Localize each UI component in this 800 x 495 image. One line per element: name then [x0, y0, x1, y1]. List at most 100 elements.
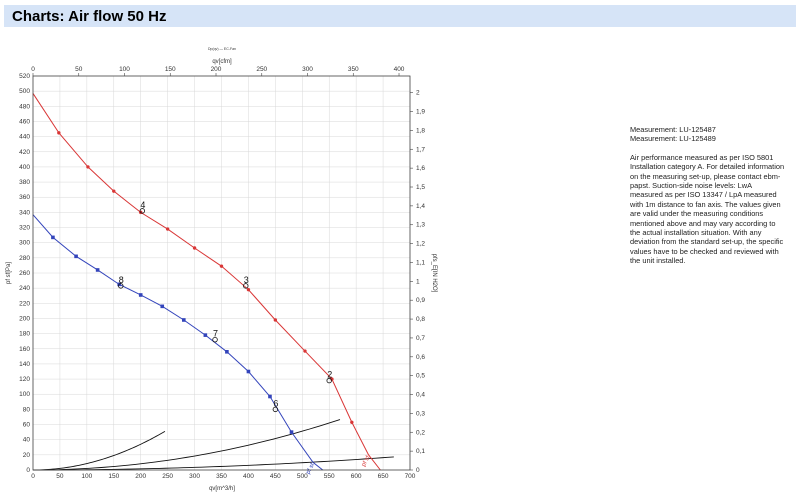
top-tick-label: 300	[302, 66, 313, 73]
x-tick-label: 650	[378, 473, 389, 480]
right-tick-label: 1,7	[416, 146, 425, 153]
chart-title: Dp(qv) — EC-Fan	[208, 47, 236, 51]
y-tick-label: 180	[19, 331, 30, 338]
x-tick-label: 200	[135, 473, 146, 480]
data-series: pf sf pf sf	[32, 93, 381, 475]
y-axis-right-label: pfs_E[IN H2O]	[431, 254, 437, 293]
top-tick-label: 150	[165, 66, 176, 73]
x-tick-label: 500	[297, 473, 308, 480]
y-tick-label: 320	[19, 225, 30, 232]
y-tick-label: 0	[26, 467, 30, 474]
y-tick-label: 40	[23, 437, 31, 444]
y-tick-label: 240	[19, 285, 30, 292]
data-point	[165, 227, 170, 231]
x-tick-label: 600	[351, 473, 362, 480]
data-point	[246, 369, 251, 374]
y-tick-label: 440	[19, 134, 30, 141]
measurement-line: Measurement: LU-125489	[630, 134, 716, 144]
right-tick-label: 1,3	[416, 222, 425, 229]
operating-point-label: 3	[244, 275, 249, 285]
data-point	[192, 246, 197, 250]
data-point	[225, 350, 229, 354]
right-tick-label: 2	[416, 90, 420, 97]
data-point	[51, 235, 55, 240]
y-tick-label: 360	[19, 194, 30, 201]
info-panel: Measurement: LU-125487 Measurement: LU-1…	[630, 125, 785, 266]
data-point	[138, 293, 143, 297]
right-tick-label: 0,9	[416, 297, 425, 304]
operating-point-marker	[326, 377, 332, 384]
y-tick-label: 60	[23, 422, 31, 429]
measurement-line: Measurement: LU-125487	[630, 125, 716, 134]
page-title: Charts: Air flow 50 Hz	[12, 8, 167, 25]
right-tick-label: 1	[416, 278, 420, 285]
right-tick-label: 0	[416, 467, 420, 474]
x-tick-label: 250	[162, 473, 173, 480]
right-tick-label: 0,7	[416, 335, 425, 342]
y-tick-label: 280	[19, 255, 30, 262]
data-point	[160, 304, 165, 309]
operating-points: 2 3 4 6 7 8	[118, 200, 332, 413]
top-tick-label: 100	[119, 66, 130, 73]
right-tick-label: 1,6	[416, 165, 425, 172]
operating-point-marker	[212, 336, 218, 343]
y-tick-label: 100	[19, 391, 30, 398]
x-tick-label: 350	[216, 473, 227, 480]
x-axis-bottom-label: qv[m^3/h]	[209, 486, 235, 492]
data-point	[289, 430, 294, 434]
y-tick-label: 220	[19, 300, 30, 307]
measurement-description: Air performance measured as per ISO 5801…	[630, 152, 785, 266]
y-tick-label: 20	[23, 452, 31, 459]
data-point	[203, 333, 208, 337]
data-point	[95, 268, 100, 272]
y-tick-label: 460	[19, 118, 30, 125]
right-tick-label: 0,3	[416, 410, 425, 417]
x-tick-label: 150	[108, 473, 119, 480]
y-axis-left-label: pf sf[Pa]	[6, 262, 12, 284]
right-tick-label: 0,2	[416, 429, 425, 436]
x-axis-top-label: qv[cfm]	[212, 59, 232, 65]
y-tick-label: 500	[19, 88, 30, 95]
top-tick-label: 50	[75, 66, 83, 73]
y-tick-label: 420	[19, 149, 30, 156]
tick-labels: 0 50 100 150 200 250 300 350 400 450 500 550 600 650 7…	[19, 66, 425, 480]
top-tick-label: 400	[394, 66, 405, 73]
x-tick-label: 450	[270, 473, 281, 480]
y-tick-label: 520	[19, 73, 30, 80]
data-point	[273, 318, 278, 322]
right-tick-label: 0,8	[416, 316, 425, 323]
x-tick-label: 300	[189, 473, 200, 480]
data-point	[74, 254, 78, 259]
operating-point-label: 8	[119, 275, 124, 285]
x-tick-label: 400	[243, 473, 254, 480]
operating-point-label: 6	[273, 398, 278, 408]
operating-point-marker	[243, 283, 249, 289]
y-tick-label: 140	[19, 361, 30, 368]
series-label: pf sf	[306, 462, 317, 475]
data-point	[112, 189, 116, 193]
right-tick-label: 0,5	[416, 373, 425, 380]
data-point	[268, 394, 272, 399]
x-tick-label: 550	[324, 473, 335, 480]
x-tick-label: 0	[31, 473, 35, 480]
operating-point-marker	[118, 283, 124, 289]
right-tick-label: 0,6	[416, 354, 425, 361]
right-tick-label: 1,1	[416, 259, 425, 266]
y-tick-label: 160	[19, 346, 30, 353]
data-point	[57, 131, 61, 135]
right-tick-label: 0,4	[416, 392, 425, 399]
y-tick-label: 200	[19, 315, 30, 322]
x-tick-label: 50	[56, 473, 64, 480]
operating-point-label: 7	[213, 329, 218, 339]
y-tick-label: 300	[19, 240, 30, 247]
system-curve	[32, 419, 341, 471]
data-point	[86, 165, 90, 169]
y-tick-label: 380	[19, 179, 30, 186]
y-tick-label: 400	[19, 164, 30, 171]
operating-point-marker	[272, 406, 279, 413]
y-tick-label: 340	[19, 209, 30, 216]
header-bar: Charts: Air flow 50 Hz	[4, 5, 796, 27]
right-tick-label: 1,2	[416, 241, 425, 248]
top-tick-label: 200	[211, 66, 222, 73]
